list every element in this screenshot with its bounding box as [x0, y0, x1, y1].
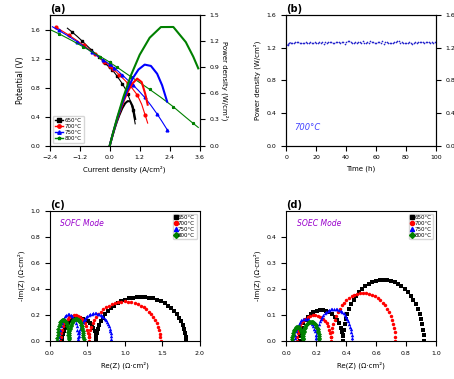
Y-axis label: -Im(Z) (Ω·cm²): -Im(Z) (Ω·cm²)	[17, 251, 25, 301]
Legend: 650°C, 700°C, 750°C, 800°C: 650°C, 700°C, 750°C, 800°C	[53, 116, 84, 143]
Legend: 650°C, 700°C, 750°C, 800°C: 650°C, 700°C, 750°C, 800°C	[173, 213, 197, 239]
X-axis label: Re(Z) (Ω·cm²): Re(Z) (Ω·cm²)	[101, 362, 148, 369]
Y-axis label: Power density (W/cm²): Power density (W/cm²)	[254, 41, 261, 120]
X-axis label: Time (h): Time (h)	[346, 166, 375, 172]
Text: SOEC Mode: SOEC Mode	[297, 219, 341, 229]
Y-axis label: -Im(Z) (Ω·cm²): -Im(Z) (Ω·cm²)	[254, 251, 261, 301]
Legend: 650°C, 700°C, 750°C, 800°C: 650°C, 700°C, 750°C, 800°C	[410, 213, 433, 239]
Text: 700°C: 700°C	[294, 123, 320, 132]
X-axis label: Current density (A/cm²): Current density (A/cm²)	[84, 166, 166, 173]
Text: (a): (a)	[50, 5, 65, 14]
X-axis label: Re(Z) (Ω·cm²): Re(Z) (Ω·cm²)	[337, 362, 385, 369]
Text: SOFC Mode: SOFC Mode	[60, 219, 104, 229]
Text: (d): (d)	[286, 200, 302, 210]
Y-axis label: Potential (V): Potential (V)	[16, 56, 25, 104]
Text: (c): (c)	[50, 200, 64, 210]
Y-axis label: Power density (W/cm²): Power density (W/cm²)	[222, 41, 229, 120]
Text: (b): (b)	[286, 5, 302, 14]
